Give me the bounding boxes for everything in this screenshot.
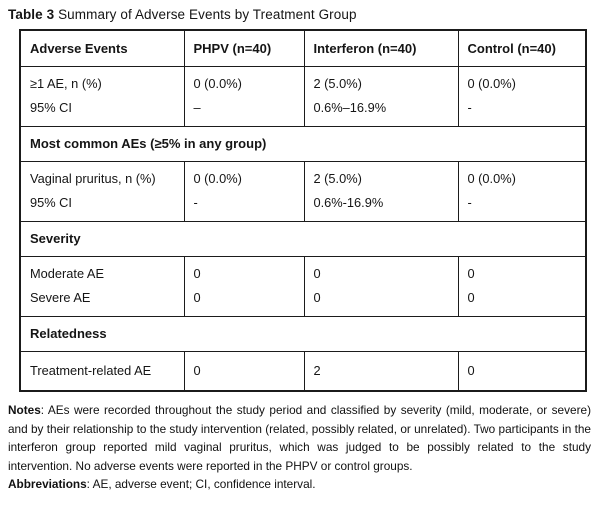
cell-treatment-related-phpv: 0 — [183, 350, 305, 392]
cell-any-ae-phpv: 0 (0.0%) – — [183, 65, 305, 127]
row-vaginal-pruritus: Vaginal pruritus, n (%) 95% CI 0 (0.0%) … — [19, 160, 587, 222]
cell-line: Severe AE — [30, 290, 91, 305]
row-any-ae: ≥1 AE, n (%) 95% CI 0 (0.0%) – 2 (5.0%) … — [19, 65, 587, 127]
cell-line: 0 — [193, 362, 201, 378]
row-treatment-related: Treatment-related AE 0 2 0 — [19, 350, 587, 392]
cell-line: Moderate AE — [30, 266, 104, 281]
cell-line: 0 — [313, 266, 321, 281]
abbreviations-paragraph: Abbreviations: AE, adverse event; CI, co… — [8, 475, 591, 494]
cell-line: ≥1 AE, n (%) — [30, 76, 102, 91]
cell-line: 0 — [467, 362, 475, 378]
cell-vaginal-pruritus-control: 0 (0.0%) - — [457, 160, 587, 222]
cell-treatment-related-control: 0 — [457, 350, 587, 392]
notes-label: Notes — [8, 403, 41, 417]
row-severity: Moderate AE Severe AE 0 0 0 0 0 0 — [19, 255, 587, 317]
cell-line: – — [193, 100, 201, 115]
cell-line: Treatment-related AE — [30, 362, 152, 378]
notes: Notes: AEs were recorded throughout the … — [8, 401, 591, 494]
cell-line: 2 — [313, 362, 321, 378]
cell-any-ae-label: ≥1 AE, n (%) 95% CI — [19, 65, 185, 127]
cell-line: 2 (5.0%) — [313, 76, 362, 91]
adverse-events-table: Adverse Events PHPV (n=40) Interferon (n… — [19, 29, 587, 392]
cell-treatment-related-label: Treatment-related AE — [19, 350, 185, 392]
col-header-interferon: Interferon (n=40) — [303, 29, 459, 67]
cell-treatment-related-interferon: 2 — [303, 350, 459, 392]
cell-line: 0.6%–16.9% — [313, 100, 387, 115]
cell-vaginal-pruritus-phpv: 0 (0.0%) - — [183, 160, 305, 222]
cell-severity-phpv: 0 0 — [183, 255, 305, 317]
cell-severity-control: 0 0 — [457, 255, 587, 317]
cell-line: 95% CI — [30, 195, 72, 210]
cell-line: 2 (5.0%) — [313, 171, 362, 186]
cell-line: 0 (0.0%) — [193, 171, 242, 186]
cell-line: - — [467, 195, 472, 210]
cell-line: - — [193, 195, 198, 210]
section-header-most-common-aes: Most common AEs (≥5% in any group) — [19, 125, 587, 162]
section-header-relatedness: Relatedness — [19, 315, 587, 352]
col-header-control: Control (n=40) — [457, 29, 587, 67]
cell-line: Vaginal pruritus, n (%) — [30, 171, 156, 186]
cell-any-ae-interferon: 2 (5.0%) 0.6%–16.9% — [303, 65, 459, 127]
cell-line: 0 (0.0%) — [467, 171, 516, 186]
cell-line: 0 — [467, 266, 475, 281]
col-header-adverse-events: Adverse Events — [19, 29, 185, 67]
cell-line: 0 (0.0%) — [467, 76, 516, 91]
cell-line: 0 — [467, 290, 475, 305]
cell-vaginal-pruritus-interferon: 2 (5.0%) 0.6%-16.9% — [303, 160, 459, 222]
cell-severity-interferon: 0 0 — [303, 255, 459, 317]
section-header-severity: Severity — [19, 220, 587, 257]
cell-vaginal-pruritus-label: Vaginal pruritus, n (%) 95% CI — [19, 160, 185, 222]
notes-text: : AEs were recorded throughout the study… — [8, 403, 591, 473]
cell-line: 95% CI — [30, 100, 72, 115]
cell-line: - — [467, 100, 472, 115]
section-relatedness: Relatedness — [19, 315, 587, 352]
cell-line: 0.6%-16.9% — [313, 195, 384, 210]
cell-line: 0 — [193, 266, 201, 281]
table-caption: Summary of Adverse Events by Treatment G… — [54, 7, 357, 22]
section-most-common-aes: Most common AEs (≥5% in any group) — [19, 125, 587, 162]
notes-paragraph: Notes: AEs were recorded throughout the … — [8, 401, 591, 475]
table-title: Table 3 Summary of Adverse Events by Tre… — [8, 7, 592, 22]
cell-line: 0 (0.0%) — [193, 76, 242, 91]
abbreviations-label: Abbreviations — [8, 477, 87, 492]
table-number: Table 3 — [8, 7, 55, 22]
cell-line: 0 — [193, 290, 201, 305]
cell-severity-label: Moderate AE Severe AE — [19, 255, 185, 317]
abbreviations-text: : AE, adverse event; CI, confidence inte… — [86, 477, 316, 492]
col-header-phpv: PHPV (n=40) — [183, 29, 305, 67]
cell-line: 0 — [313, 290, 321, 305]
header-row: Adverse Events PHPV (n=40) Interferon (n… — [19, 29, 587, 67]
section-severity: Severity — [19, 220, 587, 257]
cell-any-ae-control: 0 (0.0%) - — [457, 65, 587, 127]
